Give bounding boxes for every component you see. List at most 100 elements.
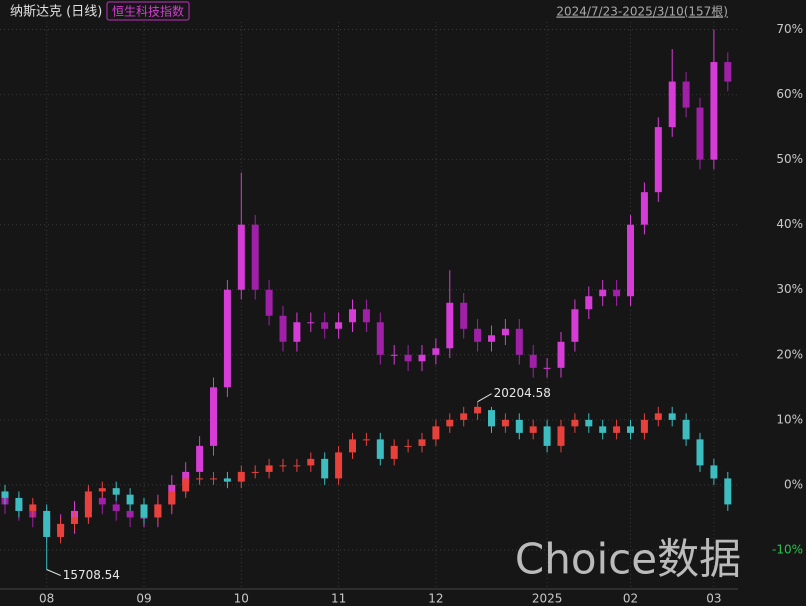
y-tick-label: 60% (776, 87, 803, 101)
y-tick-label: 50% (776, 152, 803, 166)
candle-body (724, 478, 732, 505)
candle-body (112, 488, 120, 495)
candle-body (543, 426, 551, 446)
candle-body (57, 523, 65, 537)
candle-body (376, 439, 384, 459)
candle-body (515, 328, 523, 355)
candle-body (335, 452, 343, 479)
candle-body (488, 335, 495, 342)
candle-body (627, 224, 634, 297)
candle-body (15, 497, 23, 511)
candle-body (557, 341, 565, 368)
candle-body (237, 224, 245, 290)
candle-body (279, 315, 287, 342)
x-tick-label: 12 (428, 592, 443, 606)
legend-badge (106, 1, 190, 21)
candle-body (43, 510, 51, 537)
candle-body (196, 445, 204, 472)
candle-body (335, 322, 343, 329)
candle-body (154, 504, 162, 518)
candle-body (446, 302, 454, 349)
candle-body (696, 439, 704, 466)
annotation: 15708.54 (63, 568, 120, 582)
candle-body (640, 419, 648, 433)
y-tick-label: 0% (784, 477, 803, 491)
y-tick-label: 10% (776, 412, 803, 426)
candle-body (251, 471, 259, 473)
candle-body (251, 224, 259, 290)
candle-body (223, 289, 231, 388)
y-tick-label: 40% (776, 217, 803, 231)
candle-body (279, 465, 287, 467)
candle-body (501, 328, 509, 336)
candle-body (696, 107, 704, 160)
candle-body (501, 419, 509, 427)
candle-body (376, 322, 384, 355)
chart-title: 纳斯达克 (日线) (10, 5, 102, 20)
candle-body (557, 426, 565, 446)
x-tick-label: 02 (623, 592, 638, 606)
candle-body (349, 309, 356, 323)
candle-body (362, 309, 370, 323)
candle-body (321, 322, 329, 329)
candle-body (599, 426, 607, 433)
candle-body (265, 465, 273, 472)
y-tick-label: 30% (776, 282, 803, 296)
x-tick-label: 03 (706, 592, 721, 606)
candle-body (168, 491, 176, 505)
candle-body (488, 410, 495, 427)
candle-body (210, 387, 217, 446)
candle-body (710, 62, 718, 160)
x-tick-label: 10 (234, 592, 249, 606)
candle-body (529, 354, 537, 368)
candle-body (474, 328, 482, 342)
candle-body (460, 302, 468, 329)
candle-body (585, 296, 593, 310)
candle-body (460, 413, 468, 420)
candle-body (390, 445, 398, 459)
candle-body (265, 289, 273, 316)
candle-body (237, 471, 245, 482)
candle-body (140, 504, 148, 518)
candle-body (307, 322, 315, 324)
candle-body (432, 426, 440, 440)
candle-body (307, 458, 315, 466)
candle-body (349, 439, 356, 453)
candle-body (112, 504, 120, 511)
candle-body (529, 426, 537, 433)
candle-body (126, 510, 134, 518)
candle-body (418, 354, 426, 362)
candle-body (446, 419, 454, 427)
candle-body (682, 419, 690, 440)
candle-body (668, 413, 676, 420)
candle-body (654, 127, 662, 193)
candle-body (321, 458, 329, 479)
candle-body (362, 439, 370, 441)
annotation-arrow (46, 569, 61, 576)
candle-body (474, 406, 482, 414)
x-tick-label: 08 (39, 592, 54, 606)
x-tick-label: 11 (331, 592, 346, 606)
y-tick-label: -10% (772, 542, 803, 556)
candle-body (182, 478, 190, 492)
candle-body (404, 445, 412, 447)
candle-body (682, 81, 690, 108)
candle-body (543, 367, 551, 369)
candle-body (196, 478, 204, 480)
annotation-arrow (477, 393, 492, 403)
candle-body (613, 289, 621, 297)
candle-body (654, 413, 662, 420)
watermark: Choice数据 (515, 535, 741, 584)
legend-entry: 恒生科技指数 (112, 4, 184, 19)
candle-body (418, 439, 426, 446)
candle-body (710, 465, 718, 479)
candle-body (515, 419, 523, 433)
candle-body (293, 322, 301, 342)
candle-body (98, 488, 106, 492)
candle-body (98, 497, 106, 505)
candle-body (627, 426, 634, 433)
candle-body (1, 491, 9, 498)
candle-body (668, 81, 676, 128)
